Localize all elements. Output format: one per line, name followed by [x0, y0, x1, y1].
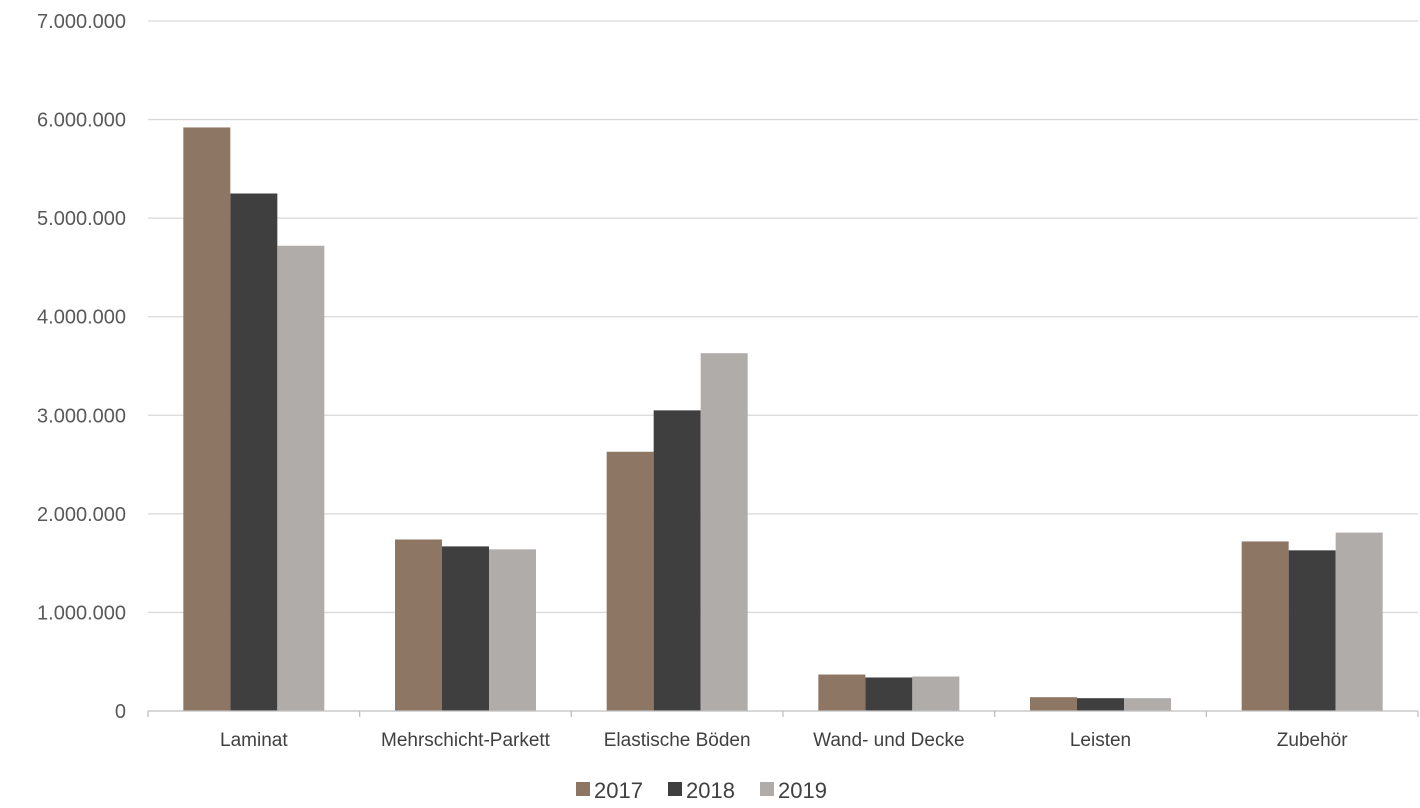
gridlines	[148, 20, 1418, 614]
legend: 2017 2018 2019	[576, 778, 827, 803]
y-tick-label: 5.000.000	[37, 208, 126, 230]
bar-2017	[1241, 541, 1289, 711]
legend-swatch-2017	[576, 782, 590, 796]
bar-2018	[865, 677, 913, 711]
bar-2017	[183, 127, 231, 711]
y-tick-label: 3.000.000	[37, 405, 126, 427]
y-tick-label: 0	[115, 701, 126, 723]
x-category-label: Elastische Böden	[604, 730, 751, 751]
bar-2019	[277, 245, 325, 711]
bars	[183, 127, 1383, 711]
bar-2017	[1030, 697, 1077, 711]
bar-2018	[653, 410, 701, 711]
bar-2018	[230, 193, 278, 711]
y-tick-label: 7.000.000	[37, 11, 126, 33]
x-category-label: Leisten	[1070, 730, 1131, 751]
legend-label: 2017	[594, 778, 643, 803]
bar-2019	[1335, 532, 1383, 711]
legend-swatch-2019	[760, 782, 774, 796]
bar-2019	[1124, 698, 1171, 711]
bar-2018	[1288, 550, 1336, 711]
bar-2019	[700, 353, 748, 711]
bar-2017	[395, 539, 442, 711]
x-category-label: Laminat	[220, 730, 288, 751]
x-category-label: Zubehör	[1277, 730, 1348, 751]
y-tick-label: 2.000.000	[37, 504, 126, 526]
y-tick-label: 1.000.000	[37, 602, 126, 624]
legend-swatch-2018	[668, 782, 682, 796]
x-axis: Laminat Mehrschicht-Parkett Elastische Böd…	[147, 710, 1419, 751]
legend-label: 2018	[686, 778, 735, 803]
bar-2017	[818, 674, 866, 711]
legend-label: 2019	[778, 778, 827, 803]
bar-2017	[606, 451, 654, 711]
bar-2019	[489, 549, 536, 711]
x-category-label: Wand- und Decke	[813, 730, 964, 751]
y-tick-label: 6.000.000	[37, 110, 126, 132]
bar-2018	[1077, 698, 1124, 711]
y-tick-label: 4.000.000	[37, 307, 126, 329]
bar-2019	[912, 676, 960, 711]
y-axis: 0 1.000.000 2.000.000 3.000.000 4.000.000 5.0…	[37, 11, 126, 723]
bar-2018	[442, 546, 489, 711]
x-category-label: Mehrschicht-Parkett	[381, 730, 551, 751]
